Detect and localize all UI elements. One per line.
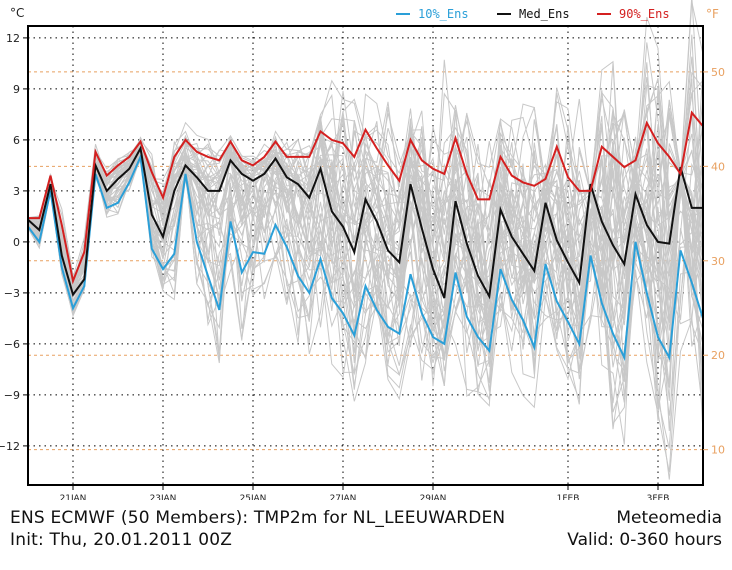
series-line-90pct (28, 110, 704, 285)
series-line-10pct (27, 153, 704, 362)
series-line-median (27, 145, 703, 300)
y2-tick-label: 40 (711, 160, 725, 173)
legend-label-90pct: 90%_Ens (619, 7, 670, 21)
brand-label: Meteomedia (616, 508, 722, 528)
x-tick-label: 21JAN (60, 494, 87, 500)
y-tick-label: −3 (4, 287, 20, 300)
y-tick-label: 3 (13, 185, 20, 198)
x-tick-label: 3FEB (647, 494, 670, 500)
legend-swatch-10pct (396, 13, 410, 15)
y-tick-label: 9 (13, 83, 20, 96)
legend-swatch-90pct (597, 13, 611, 15)
x-tick-label: 27JAN (330, 494, 357, 500)
y-tick-label: 0 (13, 236, 20, 249)
legend-swatch-median (497, 13, 511, 15)
x-tick-label: 1FEB (557, 494, 580, 500)
y-axis-unit-fahrenheit: °F (706, 7, 719, 21)
y-tick-label: 6 (13, 134, 20, 147)
valid-range: Valid: 0-360 hours (567, 530, 722, 550)
init-time: Init: Thu, 20.01.2011 00Z (10, 530, 233, 550)
legend-item-90pct: 90%_Ens (597, 7, 670, 21)
x-tick-label: 29JAN (420, 494, 447, 500)
legend-item-10pct: 10%_Ens (396, 7, 469, 21)
y2-tick-label: 20 (711, 349, 725, 362)
y-tick-label: −6 (4, 338, 20, 351)
y2-tick-label: 50 (711, 66, 725, 79)
y-tick-label: −12 (0, 440, 20, 453)
legend-item-median: Med_Ens (497, 7, 570, 21)
x-tick-label: 25JAN (240, 494, 267, 500)
y2-tick-label: 10 (711, 444, 725, 457)
series-layer (27, 110, 704, 362)
legend-label-10pct: 10%_Ens (418, 7, 469, 21)
plot-frame (27, 25, 704, 486)
y-axis-unit-celsius: °C (10, 6, 25, 20)
chart-title: ENS ECMWF (50 Members): TMP2m for NL_LEE… (10, 508, 506, 528)
legend-label-median: Med_Ens (519, 7, 570, 21)
y-tick-label: 12 (6, 32, 20, 45)
y2-tick-label: 30 (711, 255, 725, 268)
y-tick-label: −9 (4, 389, 20, 402)
x-tick-label: 23JAN (150, 494, 177, 500)
